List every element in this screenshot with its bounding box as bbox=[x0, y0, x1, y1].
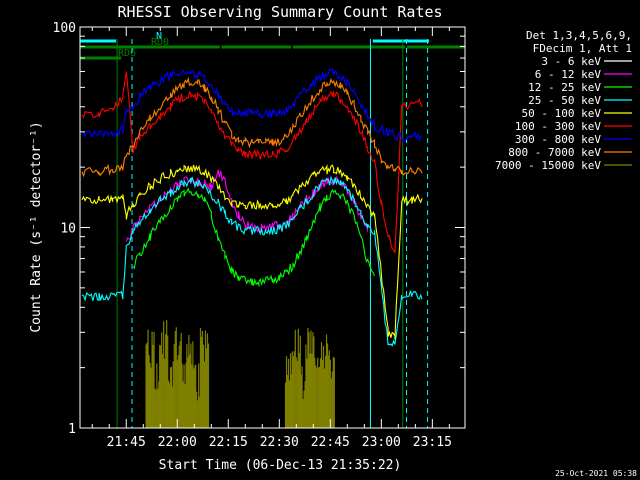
legend-label: 50 - 100 keV bbox=[522, 107, 602, 120]
chart-title: RHESSI Observing Summary Count Rates bbox=[117, 3, 442, 21]
series-line-0 bbox=[139, 222, 369, 333]
legend-label: 12 - 25 keV bbox=[528, 81, 601, 94]
legend: Det 1,3,4,5,6,9,FDecim 1, Att 13 - 6 keV… bbox=[495, 29, 632, 172]
y-axis-label: Count Rate (s⁻¹ detector⁻¹) bbox=[29, 121, 44, 332]
x-tick-label: 22:00 bbox=[158, 435, 197, 450]
y-tick-label: 10 bbox=[60, 222, 76, 237]
x-axis-label: Start Time (06-Dec-13 21:35:22) bbox=[159, 458, 402, 473]
x-tick-label: 23:15 bbox=[413, 435, 452, 450]
series-line-5 bbox=[81, 71, 423, 254]
series-line-3 bbox=[81, 175, 423, 347]
series-line-4 bbox=[81, 164, 423, 340]
legend-label: 6 - 12 keV bbox=[535, 68, 602, 81]
x-tick-label: 22:15 bbox=[209, 435, 248, 450]
axes: 1 10 100 21:45 22:00 22:15 22:30 22:45 23:00 23:1… bbox=[53, 21, 466, 450]
legend-label: 3 - 6 keV bbox=[541, 55, 601, 68]
footer-timestamp: 25-Oct-2021 05:38 bbox=[555, 469, 637, 478]
legend-label: 300 - 800 keV bbox=[515, 133, 601, 146]
series-line-2 bbox=[132, 187, 376, 288]
legend-label: 7000 - 15000 keV bbox=[495, 159, 601, 172]
legend-label: 100 - 300 keV bbox=[515, 120, 601, 133]
x-tick-label: 22:45 bbox=[311, 435, 350, 450]
x-tick-label: 22:30 bbox=[260, 435, 299, 450]
y-tick-label: 1 bbox=[68, 422, 76, 437]
x-tick-label: 23:00 bbox=[362, 435, 401, 450]
legend-header: Det 1,3,4,5,6,9, bbox=[526, 29, 632, 42]
legend-label: 25 - 50 keV bbox=[528, 94, 601, 107]
legend-header: FDecim 1, Att 1 bbox=[533, 42, 632, 55]
flag-label: RD6 bbox=[118, 48, 136, 59]
plot-area bbox=[81, 68, 423, 428]
x-tick-label: 21:45 bbox=[107, 435, 146, 450]
series-line-6 bbox=[81, 68, 423, 143]
y-tick-label: 100 bbox=[53, 21, 76, 36]
flag-label: RD0 bbox=[151, 37, 169, 48]
legend-label: 800 - 7000 keV bbox=[508, 146, 601, 159]
series-line-7 bbox=[81, 76, 423, 178]
flag-label: N bbox=[156, 31, 162, 42]
